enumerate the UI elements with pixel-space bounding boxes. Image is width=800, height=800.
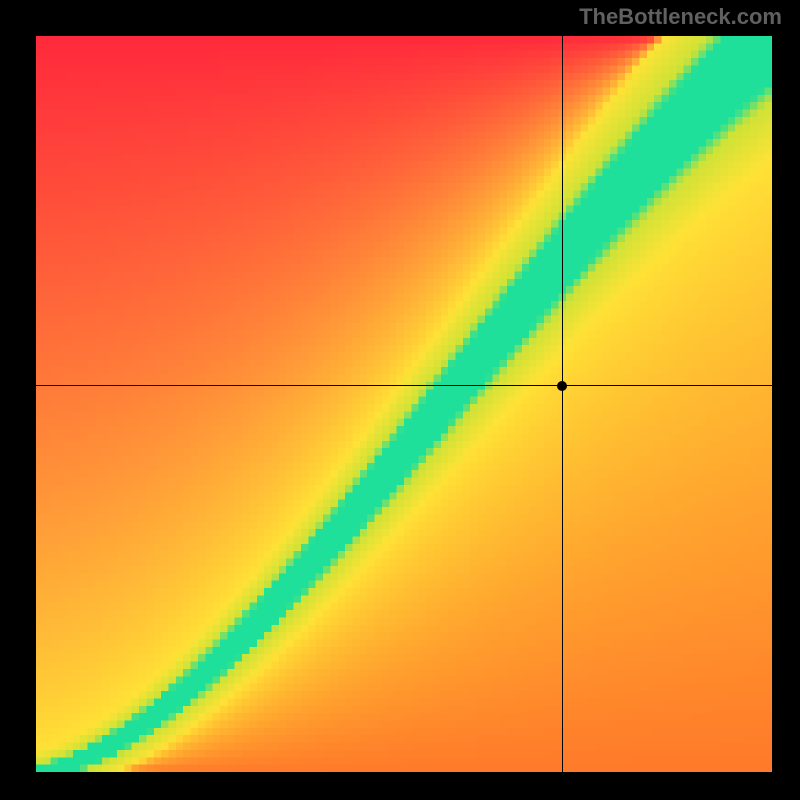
plot-area	[36, 36, 772, 772]
heatmap-canvas	[36, 36, 772, 772]
chart-container: TheBottleneck.com	[0, 0, 800, 800]
crosshair-vertical	[562, 36, 563, 772]
watermark-text: TheBottleneck.com	[579, 4, 782, 30]
crosshair-horizontal	[36, 385, 772, 386]
crosshair-point	[557, 381, 567, 391]
